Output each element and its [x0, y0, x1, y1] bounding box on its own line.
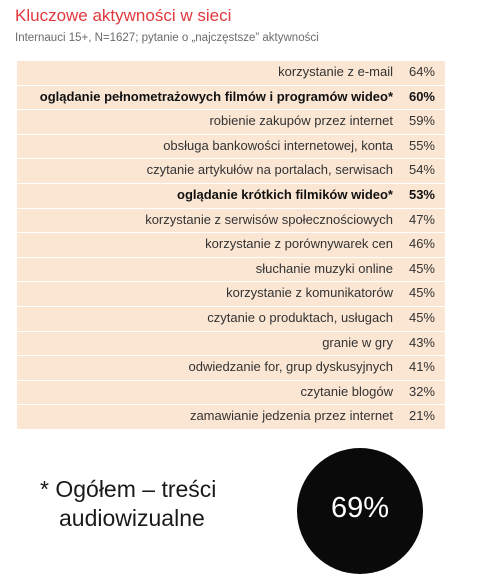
row-value: 41%: [408, 359, 435, 375]
row-value: 45%: [408, 260, 435, 276]
row-label: oglądanie krótkich filmików wideo*: [177, 187, 393, 202]
row-label: czytanie blogów: [300, 383, 394, 399]
row-value: 43%: [408, 334, 435, 350]
row-label: robienie zakupów przez internet: [209, 113, 393, 129]
row-value: 47%: [408, 211, 435, 227]
summary-circle: 69%: [297, 448, 423, 574]
row-value: 55%: [408, 137, 435, 153]
row-label: korzystanie z e-mail: [278, 64, 393, 79]
table-row: oglądanie krótkich filmików wideo* 53%: [17, 184, 445, 209]
row-label: obsługa bankowości internetowej, konta: [163, 137, 393, 153]
table-row: zamawianie jedzenia przez internet 21%: [17, 405, 445, 430]
summary-line-2: audiowizualne: [59, 505, 205, 531]
row-label: korzystanie z serwisów społecznościowych: [145, 211, 393, 227]
activities-table: korzystanie z e-mail 64% oglądanie pełnome…: [17, 61, 445, 430]
table-row: korzystanie z e-mail 64%: [17, 61, 445, 86]
row-label: korzystanie z porównywarek cen: [205, 236, 393, 252]
row-value: 64%: [408, 64, 435, 79]
row-value: 53%: [408, 187, 435, 202]
table-row: oglądanie pełnometrażowych filmów i prog…: [17, 86, 445, 111]
table-row: korzystanie z porównywarek cen 46%: [17, 233, 445, 258]
row-label: zamawianie jedzenia przez internet: [189, 408, 393, 424]
row-label: korzystanie z komunikatorów: [226, 285, 393, 301]
row-value: 46%: [408, 236, 435, 252]
table-row: czytanie blogów 32%: [17, 381, 445, 406]
summary-label: * Ogółem – treści audiowizualne: [40, 475, 290, 533]
row-value: 21%: [408, 408, 435, 424]
row-value: 32%: [408, 383, 435, 399]
table-row: czytanie artykułów na portalach, serwisa…: [17, 159, 445, 184]
row-label: odwiedzanie for, grup dyskusyjnych: [188, 359, 393, 375]
row-value: 45%: [408, 310, 435, 325]
table-row: robienie zakupów przez internet 59%: [17, 110, 445, 135]
table-row: obsługa bankowości internetowej, konta 55…: [17, 135, 445, 160]
summary-line-1: * Ogółem – treści: [40, 476, 217, 502]
summary-value: 69%: [330, 492, 390, 524]
table-row: odwiedzanie for, grup dyskusyjnych 41%: [17, 356, 445, 381]
row-label: oglądanie pełnometrażowych filmów i prog…: [39, 88, 393, 104]
table-row: korzystanie z komunikatorów 45%: [17, 282, 445, 307]
row-label: czytanie o produktach, usługach: [207, 310, 393, 325]
table-row: korzystanie z serwisów społecznościowych…: [17, 209, 445, 234]
table-row: granie w gry 43%: [17, 332, 445, 357]
row-label: granie w gry: [322, 334, 393, 350]
chart-subtitle: Internauci 15+, N=1627; pytanie o „najcz…: [15, 32, 319, 44]
row-value: 45%: [408, 285, 435, 301]
chart-title: Kluczowe aktywności w sieci: [15, 6, 232, 25]
row-value: 54%: [408, 162, 435, 178]
table-row: czytanie o produktach, usługach 45%: [17, 307, 445, 332]
row-label: czytanie artykułów na portalach, serwisa…: [146, 162, 393, 178]
row-value: 59%: [408, 113, 435, 129]
row-value: 60%: [408, 88, 435, 104]
table-row: słuchanie muzyki online 45%: [17, 258, 445, 283]
row-label: słuchanie muzyki online: [255, 260, 393, 276]
